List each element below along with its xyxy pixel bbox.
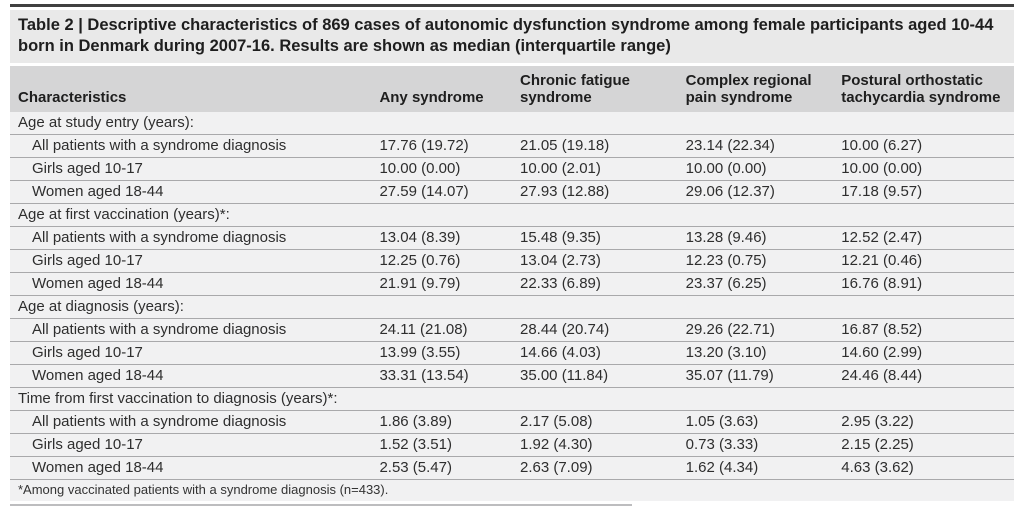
value-cell: 22.33 (6.89) xyxy=(511,272,678,296)
value-cell: 1.92 (4.30) xyxy=(511,433,678,457)
section-header-row: Age at diagnosis (years): xyxy=(10,295,1014,319)
section-header-label: Age at first vaccination (years)*: xyxy=(10,203,1014,227)
table-footnote: *Among vaccinated patients with a syndro… xyxy=(10,479,1014,501)
value-cell: 12.25 (0.76) xyxy=(371,249,512,273)
section-header-label: Age at study entry (years): xyxy=(18,114,194,131)
row-label: All patients with a syndrome diagnosis xyxy=(10,134,372,158)
value-cell: 1.52 (3.51) xyxy=(371,433,512,457)
row-label: Women aged 18-44 xyxy=(10,180,372,204)
value-cell: 10.00 (6.27) xyxy=(833,134,1014,158)
header-row: Characteristics Any syndrome Chronic fat… xyxy=(10,66,1014,112)
value-cell: 14.60 (2.99) xyxy=(833,341,1014,365)
value-cell: 21.05 (19.18) xyxy=(511,134,678,158)
bottom-rule xyxy=(10,504,633,506)
value-cell: 0.73 (3.33) xyxy=(677,433,834,457)
row-label: All patients with a syndrome diagnosis xyxy=(10,226,372,250)
value-cell: 2.95 (3.22) xyxy=(833,410,1014,434)
table-row: Girls aged 10-17 1.52 (3.51) 1.92 (4.30) 0.… xyxy=(10,433,1014,457)
row-label: Girls aged 10-17 xyxy=(10,341,372,365)
value-cell: 12.52 (2.47) xyxy=(833,226,1014,250)
value-cell: 16.87 (8.52) xyxy=(833,318,1014,342)
value-cell: 1.62 (4.34) xyxy=(677,456,834,479)
value-cell: 13.28 (9.46) xyxy=(677,226,834,250)
value-cell: 12.21 (0.46) xyxy=(833,249,1014,273)
column-header-any-syndrome: Any syndrome xyxy=(371,66,512,112)
value-cell: 10.00 (0.00) xyxy=(677,157,834,181)
value-cell: 1.86 (3.89) xyxy=(371,410,512,434)
value-cell: 13.20 (3.10) xyxy=(677,341,834,365)
value-cell: 14.66 (4.03) xyxy=(511,341,678,365)
value-cell: 13.99 (3.55) xyxy=(371,341,512,365)
table-row: Women aged 18-44 2.53 (5.47) 2.63 (7.09) 1.… xyxy=(10,456,1014,479)
value-cell: 29.26 (22.71) xyxy=(677,318,834,342)
value-cell: 24.46 (8.44) xyxy=(833,364,1014,388)
table-row: Girls aged 10-17 12.25 (0.76) 13.04 (2.73)… xyxy=(10,249,1014,273)
value-cell: 28.44 (20.74) xyxy=(511,318,678,342)
table-row: All patients with a syndrome diagnosis 17… xyxy=(10,134,1014,158)
row-label: Girls aged 10-17 xyxy=(10,433,372,457)
section-header-label: Time from first vaccination to diagnosis… xyxy=(10,387,1014,411)
table-row: Girls aged 10-17 13.99 (3.55) 14.66 (4.03)… xyxy=(10,341,1014,365)
value-cell: 10.00 (0.00) xyxy=(833,157,1014,181)
table-row: Women aged 18-44 21.91 (9.79) 22.33 (6.89)… xyxy=(10,272,1014,296)
value-cell: 23.14 (22.34) xyxy=(677,134,834,158)
value-cell: 2.53 (5.47) xyxy=(371,456,512,479)
table-row: All patients with a syndrome diagnosis 1.… xyxy=(10,410,1014,434)
section-header-label: Age at diagnosis (years): xyxy=(10,295,1014,319)
value-cell: 4.63 (3.62) xyxy=(833,456,1014,479)
value-cell: 16.76 (8.91) xyxy=(833,272,1014,296)
value-cell: 35.00 (11.84) xyxy=(511,364,678,388)
column-header-complex-regional-pain: Complex regional pain syndrome xyxy=(677,66,834,112)
row-label: Girls aged 10-17 xyxy=(10,157,372,181)
value-cell: 27.59 (14.07) xyxy=(371,180,512,204)
table-row: All patients with a syndrome diagnosis 13… xyxy=(10,226,1014,250)
table-row: Women aged 18-44 33.31 (13.54) 35.00 (11.8… xyxy=(10,364,1014,388)
row-label: Women aged 18-44 xyxy=(10,272,372,296)
value-cell: 21.91 (9.79) xyxy=(371,272,512,296)
value-cell: 13.04 (8.39) xyxy=(371,226,512,250)
characteristics-table: Characteristics Any syndrome Chronic fat… xyxy=(10,66,1014,479)
value-cell: 2.63 (7.09) xyxy=(511,456,678,479)
value-cell: 2.17 (5.08) xyxy=(511,410,678,434)
value-cell: 10.00 (2.01) xyxy=(511,157,678,181)
value-cell: 17.18 (9.57) xyxy=(833,180,1014,204)
value-cell: 13.04 (2.73) xyxy=(511,249,678,273)
row-label: All patients with a syndrome diagnosis xyxy=(10,318,372,342)
value-cell: 12.23 (0.75) xyxy=(677,249,834,273)
value-cell: 2.15 (2.25) xyxy=(833,433,1014,457)
value-cell: 10.00 (0.00) xyxy=(371,157,512,181)
section-header-row: Age at first vaccination (years)*: xyxy=(10,203,1014,227)
table-row: Women aged 18-44 27.59 (14.07) 27.93 (12.8… xyxy=(10,180,1014,204)
row-label: Girls aged 10-17 xyxy=(10,249,372,273)
row-label: Women aged 18-44 xyxy=(10,456,372,479)
table-row: All patients with a syndrome diagnosis 24… xyxy=(10,318,1014,342)
value-cell: 35.07 (11.79) xyxy=(677,364,834,388)
column-header-characteristics: Characteristics xyxy=(10,66,372,112)
value-cell: 23.37 (6.25) xyxy=(677,272,834,296)
table-row: Girls aged 10-17 10.00 (0.00) 10.00 (2.01)… xyxy=(10,157,1014,181)
column-header-postural-orthostatic: Postural orthostatic tachycardia syndrom… xyxy=(833,66,1014,112)
row-label: Women aged 18-44 xyxy=(10,364,372,388)
value-cell: 33.31 (13.54) xyxy=(371,364,512,388)
value-cell: 17.76 (19.72) xyxy=(371,134,512,158)
top-rule xyxy=(10,4,1014,7)
value-cell: 24.11 (21.08) xyxy=(371,318,512,342)
value-cell: 1.05 (3.63) xyxy=(677,410,834,434)
value-cell: 15.48 (9.35) xyxy=(511,226,678,250)
column-header-chronic-fatigue: Chronic fatigue syndrome xyxy=(511,66,678,112)
section-header-row: Time from first vaccination to diagnosis… xyxy=(10,387,1014,411)
value-cell: 29.06 (12.37) xyxy=(677,180,834,204)
value-cell: 27.93 (12.88) xyxy=(511,180,678,204)
table-title: Table 2 | Descriptive characteristics of… xyxy=(10,10,1014,63)
section-header-row: Age at study entry (years): xyxy=(10,112,1014,135)
row-label: All patients with a syndrome diagnosis xyxy=(10,410,372,434)
